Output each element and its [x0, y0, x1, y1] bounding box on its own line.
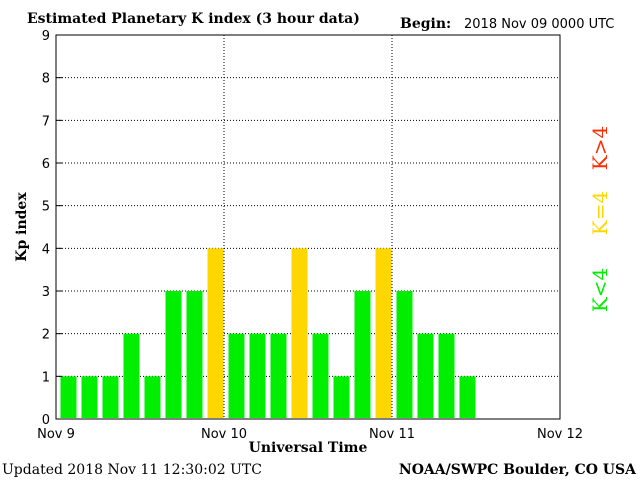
kp-bar [81, 376, 98, 418]
plot-frame [55, 34, 561, 420]
kp-bar [186, 291, 203, 418]
kp-bar [123, 333, 140, 418]
y-tick-label: 3 [42, 285, 50, 300]
kp-bar [333, 376, 350, 418]
source-credit: NOAA/SWPC Boulder, CO USA [399, 462, 637, 478]
y-tick-label: 6 [42, 157, 50, 172]
y-tick-label: 8 [42, 72, 50, 87]
kp-bar [102, 376, 119, 418]
x-tick-label: Nov 9 [37, 427, 75, 442]
begin-label: Begin: [400, 16, 451, 32]
x-axis-label: Universal Time [249, 440, 368, 456]
bar-series [60, 248, 476, 418]
kp-bar [249, 333, 266, 418]
kp-bar [165, 291, 182, 418]
x-axis-ticks: Nov 9 Nov 10 Nov 11 Nov 12 [37, 427, 583, 442]
kp-bar [144, 376, 161, 418]
y-tick-label: 1 [42, 370, 50, 385]
kp-bar [228, 333, 245, 418]
kp-bar [396, 291, 413, 418]
updated-timestamp: Updated 2018 Nov 11 12:30:02 UTC [2, 462, 262, 478]
kp-bar [60, 376, 77, 418]
kp-bar [291, 248, 308, 418]
kp-bar [459, 376, 476, 418]
y-axis-label: Kp index [14, 192, 30, 262]
kp-bar [417, 333, 434, 418]
y-axis-ticks: 0 1 2 3 4 5 6 7 8 9 [42, 29, 62, 428]
legend-k-above-4: K>4 [588, 126, 612, 170]
chart-title: Estimated Planetary K index (3 hour data… [27, 11, 360, 27]
legend-k-below-4: K<4 [588, 268, 612, 312]
begin-value: 2018 Nov 09 0000 UTC [464, 17, 614, 32]
y-tick-label: 7 [42, 114, 50, 129]
y-tick-label: 0 [42, 413, 50, 428]
kp-bar [438, 333, 455, 418]
grid-lines [56, 35, 560, 419]
legend-k-equals-4: K=4 [588, 191, 612, 235]
x-tick-label: Nov 11 [369, 427, 415, 442]
y-tick-label: 2 [42, 328, 50, 343]
kp-bar [312, 333, 329, 418]
x-tick-label: Nov 12 [537, 427, 583, 442]
kp-bar [375, 248, 392, 418]
y-tick-label: 9 [42, 29, 50, 44]
x-tick-label: Nov 10 [201, 427, 247, 442]
kp-bar [270, 333, 287, 418]
y-tick-label: 4 [42, 242, 50, 257]
kp-bar [207, 248, 224, 418]
y-tick-label: 5 [42, 200, 50, 215]
kp-bar [354, 291, 371, 418]
